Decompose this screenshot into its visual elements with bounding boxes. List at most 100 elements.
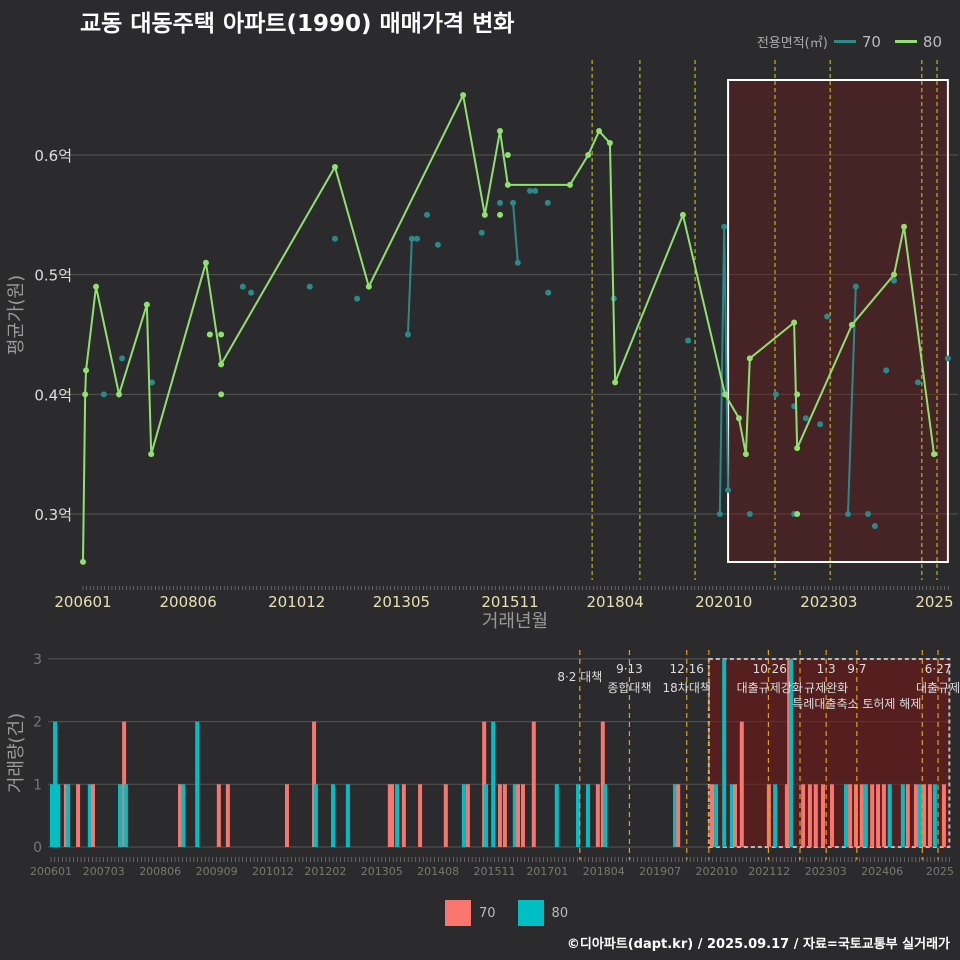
bar-80 [181, 784, 186, 847]
annotation-text: 대출규제 [916, 681, 960, 695]
x-tick-label: 2025 [915, 593, 953, 611]
x-tick-label: 200601 [54, 593, 111, 611]
bar-70 [870, 784, 875, 847]
series-70-point [239, 283, 246, 290]
series-70-point [802, 415, 809, 422]
series-70-point [306, 283, 313, 290]
x-tick-label: 202303 [800, 593, 857, 611]
bar-80 [722, 658, 727, 847]
series-80-point [331, 163, 338, 170]
series-70-point [883, 367, 890, 374]
annotation-text: 특례대출축소 토허제 해제 [792, 697, 921, 711]
legend-label-80: 80 [551, 905, 569, 921]
bar-70 [830, 784, 835, 847]
bar-70 [821, 784, 826, 847]
bar-80 [313, 784, 318, 847]
series-80-point [606, 140, 613, 147]
y-tick-label: 0 [33, 840, 42, 856]
bar-80 [576, 784, 581, 847]
bar-80 [585, 784, 590, 847]
y-tick-label: 2 [33, 715, 42, 731]
x-tick-label: 201305 [361, 865, 403, 878]
bar-70 [801, 784, 806, 847]
bar-70 [710, 784, 715, 847]
series-80-point [80, 558, 86, 565]
legend-title: 전용면적(㎡) [756, 36, 828, 51]
bar-70 [922, 784, 927, 847]
bar-70 [813, 784, 818, 847]
bar-70 [853, 784, 858, 847]
series-80-point [566, 181, 573, 188]
bar-80 [932, 784, 937, 847]
bar-70 [876, 784, 881, 847]
bar-70 [859, 784, 864, 847]
y-tick-label: 0.4억 [34, 386, 72, 404]
bar-80 [53, 721, 58, 847]
series-70-point [746, 511, 753, 517]
bar-80 [887, 784, 892, 847]
series-70-point [944, 355, 951, 362]
bar-80 [331, 784, 335, 847]
series-70-point [404, 331, 411, 338]
annotation-text: 18차대책 [663, 680, 711, 695]
legend-swatch-80 [894, 40, 917, 43]
bar-70 [497, 784, 502, 847]
bar-70 [913, 784, 918, 847]
bar-80 [603, 784, 608, 847]
annotation-date: 9·7 [847, 662, 866, 676]
bar-80 [844, 784, 849, 847]
series-70-point [721, 223, 728, 230]
series-80-point [143, 301, 150, 308]
bar-70 [905, 784, 910, 847]
series-80-point [504, 151, 511, 158]
bar-80 [788, 658, 793, 847]
bar-80 [483, 784, 488, 847]
annotation-text: 8·2 대책 [557, 669, 602, 684]
series-80-point [794, 391, 801, 398]
bar-70 [784, 784, 789, 847]
bar-70 [387, 784, 392, 847]
annotation-date: 6·27 [925, 662, 952, 676]
x-tick-label: 201511 [481, 593, 538, 611]
series-80-point [742, 451, 749, 458]
legend-swatch-70 [833, 40, 856, 43]
series-80-point [794, 445, 801, 452]
series-70-point [532, 187, 539, 194]
annotation-text: 대출규제강화 [737, 681, 803, 695]
bar-80 [918, 784, 923, 847]
series-80-point [93, 283, 100, 290]
bar-80 [345, 784, 350, 847]
x-tick-label: 201701 [526, 865, 568, 878]
series-70-point [817, 421, 824, 428]
series-70-point [331, 235, 338, 242]
series-70-point [725, 487, 732, 494]
series-80-point [722, 391, 729, 398]
series-70-point [844, 511, 851, 517]
annotation-date: 12·16 [670, 662, 704, 676]
x-tick-label: 201511 [474, 865, 516, 878]
x-tick-label: 202303 [805, 865, 847, 878]
bar-70 [941, 784, 946, 847]
series-70-point [852, 283, 859, 290]
x-tick-label: 202406 [861, 865, 903, 878]
x-tick-label: 200806 [159, 593, 216, 611]
legend-swatch-80 [517, 900, 544, 926]
legend-label-70: 70 [861, 32, 881, 51]
bar-70 [848, 784, 853, 847]
x-tick-label: 200806 [139, 865, 181, 878]
series-80-point [218, 331, 225, 338]
series-70-point [248, 289, 255, 296]
x-tick-label: 201804 [587, 593, 644, 611]
y-axis-title: 거래량(건) [6, 713, 27, 793]
bar-70 [225, 784, 230, 847]
series-70-point [864, 511, 871, 517]
bar-70 [502, 784, 507, 847]
bar-70 [390, 784, 395, 847]
x-tick-label: 201305 [373, 593, 430, 611]
series-70-point [510, 199, 517, 206]
series-70-point [119, 355, 126, 362]
bar-80 [900, 784, 905, 847]
y-tick-label: 0.6억 [34, 147, 72, 165]
bar-80 [714, 784, 719, 847]
bar-80 [673, 784, 678, 847]
